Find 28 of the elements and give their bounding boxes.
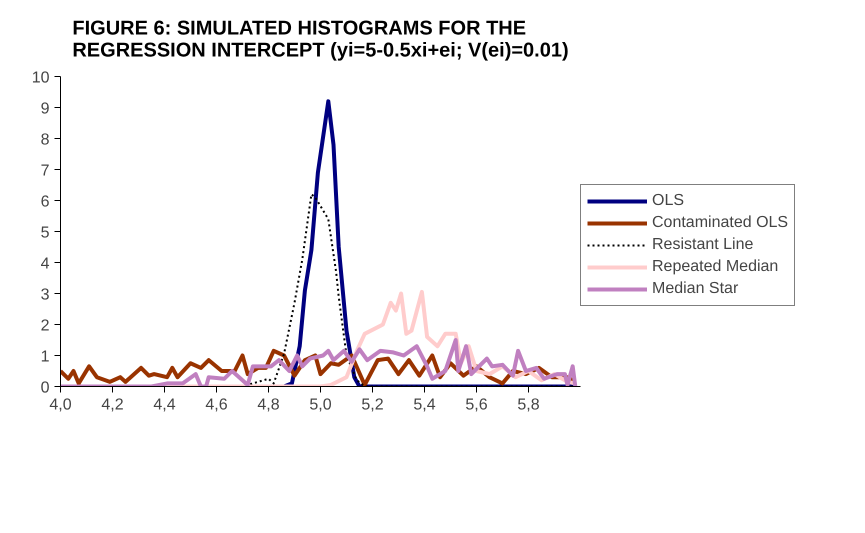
y-tick-label: 0 <box>40 380 50 396</box>
y-tick-label: 2 <box>40 318 50 334</box>
x-tick-label: 5,6 <box>465 396 488 414</box>
y-tick-label: 9 <box>40 100 50 118</box>
chart-title: FIGURE 6: SIMULATED HISTOGRAMS FOR THE REGRESSION INTERCEPT (yi=5-0.5xi+ei; V(ei)=0.01) <box>72 18 569 62</box>
x-tick-label: 4,0 <box>49 396 72 414</box>
y-tick-label: 8 <box>40 132 50 148</box>
legend-label: Resistant Line <box>652 236 754 254</box>
y-tick-label: 10 <box>32 70 50 86</box>
x-tick-label: 4,6 <box>205 396 228 414</box>
legend-label: Median Star <box>652 280 738 298</box>
y-tick-label: 4 <box>40 256 50 272</box>
line-series <box>60 338 578 386</box>
y-tick-label: 3 <box>40 286 50 304</box>
y-tick-label: 1 <box>40 348 50 366</box>
x-tick-label: 5,8 <box>517 396 540 414</box>
x-tick-label: 4,4 <box>153 396 176 414</box>
legend-label: OLS <box>652 192 684 210</box>
x-tick-label: 4,8 <box>257 396 280 414</box>
x-tick-label: 5,4 <box>413 396 436 414</box>
legend-label: Contaminated OLS <box>652 214 788 232</box>
x-tick-label: 5,0 <box>309 396 332 414</box>
x-tick-label: 4,2 <box>101 396 124 414</box>
y-tick-label: 6 <box>40 194 50 210</box>
x-tick-label: 5,2 <box>361 396 384 414</box>
y-tick-label: 5 <box>40 224 50 242</box>
y-tick-label: 7 <box>40 162 50 180</box>
legend-label: Repeated Median <box>652 258 778 276</box>
